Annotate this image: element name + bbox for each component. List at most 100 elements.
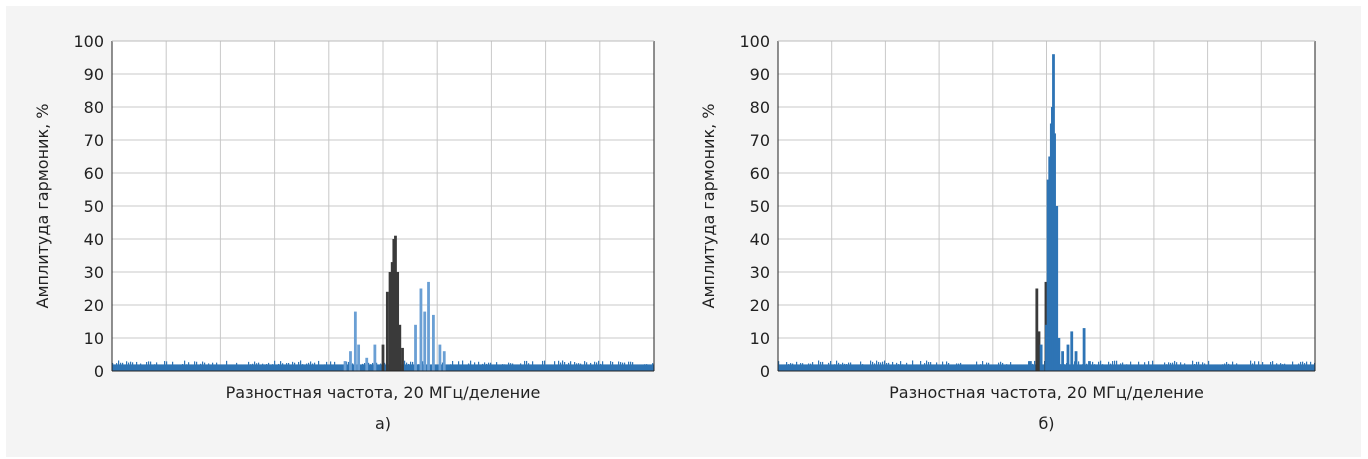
noise-bar — [516, 364, 518, 371]
peak-bar — [349, 351, 352, 371]
noise-bar — [1086, 363, 1088, 371]
noise-bar — [780, 366, 782, 371]
noise-bar — [1250, 360, 1252, 371]
noise-bar — [854, 365, 856, 371]
noise-bar — [1256, 364, 1258, 371]
noise-bar — [904, 367, 906, 371]
noise-bar — [346, 361, 348, 371]
noise-bar — [930, 362, 932, 371]
noise-bar — [1132, 365, 1134, 371]
peak-bar — [414, 324, 417, 371]
noise-bar — [1112, 361, 1114, 371]
noise-bar — [892, 361, 894, 371]
noise-bar — [266, 363, 268, 371]
noise-bar — [406, 362, 408, 371]
noise-bar — [594, 361, 596, 371]
panel-caption: б) — [1038, 414, 1054, 433]
noise-bar — [1258, 361, 1260, 371]
noise-bar — [1064, 364, 1066, 371]
noise-bar — [834, 364, 836, 371]
noise-bar — [986, 362, 988, 371]
noise-bar — [1188, 364, 1190, 371]
noise-bar — [1096, 364, 1098, 371]
noise-bar — [1004, 366, 1006, 371]
noise-bar — [1306, 361, 1308, 371]
noise-bar — [1144, 362, 1146, 371]
noise-bar — [548, 364, 550, 371]
noise-bar — [848, 362, 850, 371]
noise-bar — [190, 366, 192, 371]
noise-bar — [182, 364, 184, 371]
noise-bar — [1138, 361, 1140, 371]
noise-bar — [590, 362, 592, 371]
noise-bar — [1198, 361, 1200, 371]
noise-bar — [368, 362, 370, 371]
noise-bar — [482, 363, 484, 371]
noise-bar — [162, 365, 164, 371]
noise-bar — [842, 362, 844, 371]
y-tick-label: 30 — [84, 263, 104, 282]
noise-bar — [234, 366, 236, 371]
noise-bar — [206, 366, 208, 371]
noise-bar — [1014, 365, 1016, 371]
noise-bar — [466, 365, 468, 371]
peak-bar — [1035, 288, 1039, 371]
noise-bar — [454, 365, 456, 371]
peak-bar — [438, 344, 442, 371]
noise-bar — [184, 360, 186, 371]
noise-bar — [408, 363, 410, 371]
noise-bar — [360, 365, 362, 371]
noise-bar — [958, 363, 960, 371]
noise-bar — [342, 365, 344, 371]
noise-bar — [944, 364, 946, 371]
noise-bar — [328, 365, 330, 371]
y-tick-label: 70 — [84, 131, 104, 150]
noise-bar — [364, 363, 366, 371]
noise-bar — [126, 361, 128, 371]
noise-bar — [608, 366, 610, 371]
noise-bar — [1276, 363, 1278, 371]
noise-bar — [1082, 364, 1084, 371]
noise-bar — [970, 366, 972, 371]
noise-bar — [600, 363, 602, 371]
noise-bar — [1298, 363, 1300, 371]
noise-bar — [652, 363, 654, 371]
noise-bar — [1246, 366, 1248, 371]
noise-bar — [852, 365, 854, 371]
noise-bar — [462, 360, 464, 371]
noise-bar — [230, 367, 232, 371]
noise-bar — [1172, 362, 1174, 371]
noise-bar — [562, 360, 564, 371]
noise-bar — [538, 364, 540, 371]
noise-bar — [468, 363, 470, 371]
y-tick-label: 90 — [84, 65, 104, 84]
noise-bar — [252, 363, 254, 371]
noise-bar — [272, 364, 274, 371]
noise-bar — [572, 365, 574, 371]
noise-bar — [1002, 362, 1004, 371]
noise-bar — [224, 364, 226, 371]
peak-bar — [396, 272, 400, 371]
noise-bar — [528, 363, 530, 371]
noise-bar — [1208, 360, 1210, 371]
noise-bar — [136, 361, 138, 371]
noise-bar — [884, 360, 886, 371]
noise-bar — [1248, 365, 1250, 371]
noise-bar — [216, 362, 218, 371]
noise-bar — [1192, 360, 1194, 371]
peak-bar — [1057, 338, 1061, 371]
noise-bar — [880, 362, 882, 371]
noise-bar — [1152, 360, 1154, 371]
noise-bar — [228, 364, 230, 371]
noise-bar — [264, 364, 266, 371]
noise-bar — [254, 361, 256, 371]
noise-bar — [1000, 361, 1002, 371]
noise-bar — [412, 361, 414, 371]
noise-bar — [300, 360, 302, 371]
noise-bar — [1266, 364, 1268, 371]
noise-bar — [508, 362, 510, 371]
noise-bar — [470, 360, 472, 371]
y-tick-label: 20 — [84, 296, 104, 315]
noise-bar — [1254, 361, 1256, 371]
noise-bar — [186, 364, 188, 371]
